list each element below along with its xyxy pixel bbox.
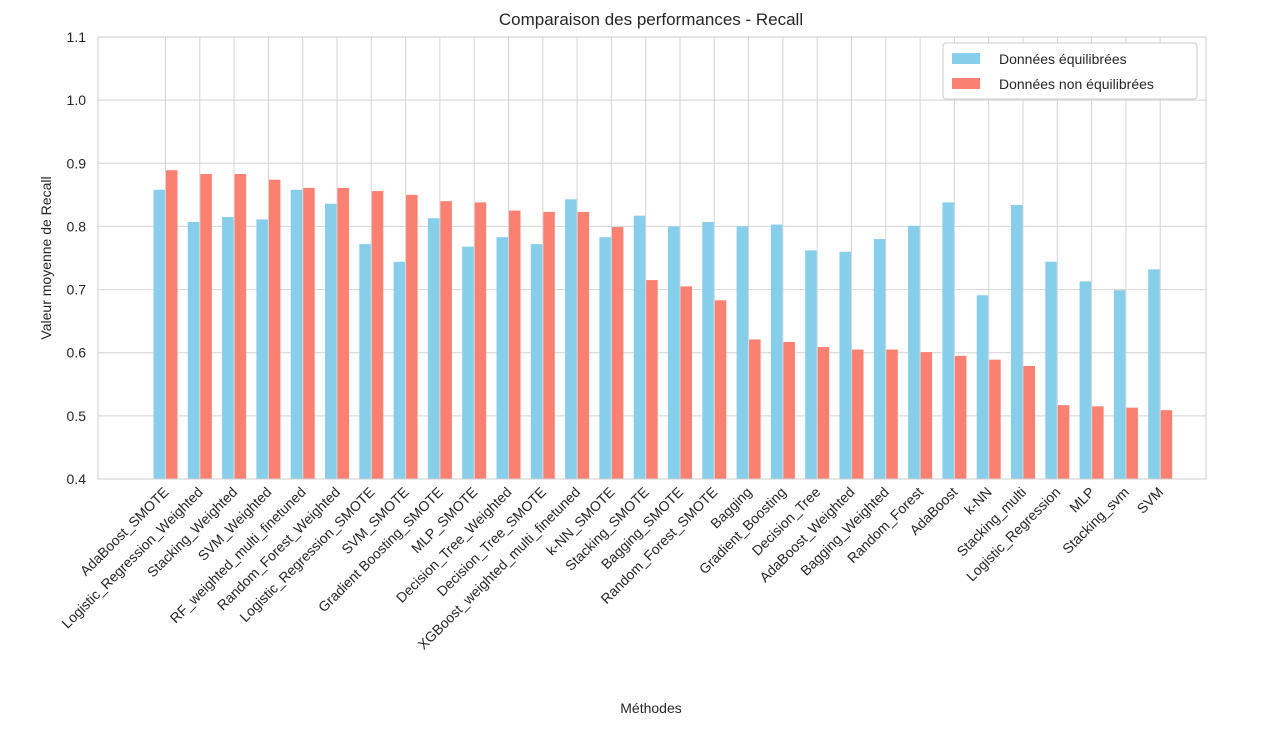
bar-unbalanced-17	[749, 339, 761, 479]
bars-layer	[153, 170, 1173, 480]
bar-unbalanced-22	[920, 352, 933, 479]
y-tick-label: 1.0	[67, 92, 87, 108]
bar-unbalanced-18	[783, 341, 795, 479]
bar-balanced-18	[770, 224, 783, 479]
bar-balanced-21	[873, 239, 886, 479]
legend-label-unbalanced: Données non équilibrées	[999, 76, 1154, 92]
bar-unbalanced-4	[303, 187, 315, 479]
bar-balanced-15	[668, 226, 680, 479]
bar-unbalanced-3	[268, 179, 281, 479]
y-tick-labels: 0.4 0.5 0.6 0.7 0.8 0.9 1.0 1.1	[67, 29, 87, 487]
bar-balanced-10	[496, 237, 508, 479]
y-axis-label: Valeur moyenne de Recall	[38, 176, 54, 339]
bar-balanced-13	[599, 237, 611, 479]
bar-balanced-23	[942, 202, 954, 480]
y-tick-label: 0.5	[67, 408, 87, 424]
bar-balanced-16	[702, 222, 714, 479]
bar-balanced-9	[462, 246, 474, 479]
bar-balanced-11	[530, 244, 543, 479]
bar-unbalanced-28	[1126, 407, 1138, 479]
bar-balanced-4	[290, 189, 303, 479]
bar-unbalanced-29	[1160, 410, 1173, 479]
bar-balanced-12	[565, 199, 577, 479]
bar-balanced-1	[187, 222, 200, 479]
legend: Données équilibrées Données non équilibr…	[942, 42, 1198, 100]
plot-frame	[97, 36, 1207, 480]
bar-unbalanced-24	[989, 359, 1001, 479]
bar-unbalanced-10	[509, 210, 521, 479]
bar-balanced-8	[427, 218, 440, 479]
bar-unbalanced-8	[440, 201, 452, 479]
bar-unbalanced-15	[680, 286, 692, 479]
y-tick-label: 1.1	[67, 29, 87, 45]
bar-balanced-19	[805, 250, 817, 479]
bar-balanced-17	[736, 226, 749, 479]
bar-unbalanced-11	[543, 211, 555, 480]
bar-unbalanced-13	[611, 227, 624, 479]
bar-balanced-26	[1045, 261, 1057, 479]
legend-swatch-unbalanced	[952, 78, 980, 89]
bar-unbalanced-20	[852, 349, 864, 479]
y-tick-label: 0.6	[67, 345, 87, 361]
bar-unbalanced-9	[474, 202, 487, 480]
chart-title: Comparaison des performances - Recall	[499, 10, 803, 29]
bar-unbalanced-5	[337, 187, 349, 479]
bar-unbalanced-14	[646, 280, 658, 479]
bar-balanced-2	[222, 216, 234, 479]
bar-unbalanced-6	[371, 191, 384, 479]
bar-balanced-22	[908, 225, 920, 479]
bar-balanced-20	[839, 251, 851, 479]
y-tick-label: 0.8	[67, 218, 87, 234]
bar-unbalanced-27	[1092, 406, 1104, 479]
bar-unbalanced-7	[406, 194, 418, 479]
bar-unbalanced-1	[200, 174, 212, 479]
y-tick-label: 0.4	[67, 471, 87, 487]
bar-unbalanced-0	[166, 170, 178, 479]
legend-label-balanced: Données équilibrées	[999, 51, 1127, 67]
bar-balanced-29	[1148, 269, 1160, 479]
bar-balanced-5	[325, 203, 337, 479]
y-tick-label: 0.7	[67, 282, 87, 298]
bar-unbalanced-16	[714, 300, 727, 479]
bar-balanced-25	[1011, 204, 1023, 479]
bar-balanced-0	[153, 189, 165, 479]
bar-unbalanced-21	[886, 349, 898, 479]
bar-balanced-27	[1079, 281, 1092, 479]
bar-balanced-7	[393, 261, 406, 479]
bar-balanced-28	[1113, 290, 1126, 479]
x-axis-label: Méthodes	[620, 700, 681, 716]
bar-unbalanced-2	[234, 174, 247, 479]
bar-balanced-3	[256, 219, 268, 480]
bar-unbalanced-25	[1023, 365, 1035, 479]
legend-swatch-balanced	[952, 53, 980, 64]
bar-balanced-6	[359, 244, 371, 479]
bar-balanced-24	[976, 295, 989, 479]
legend-box	[942, 42, 1198, 100]
bar-unbalanced-23	[954, 355, 967, 479]
y-tick-label: 0.9	[67, 155, 87, 171]
bar-unbalanced-19	[817, 347, 830, 479]
bar-balanced-14	[633, 215, 646, 480]
bar-unbalanced-26	[1057, 405, 1070, 479]
bar-unbalanced-12	[577, 211, 590, 480]
